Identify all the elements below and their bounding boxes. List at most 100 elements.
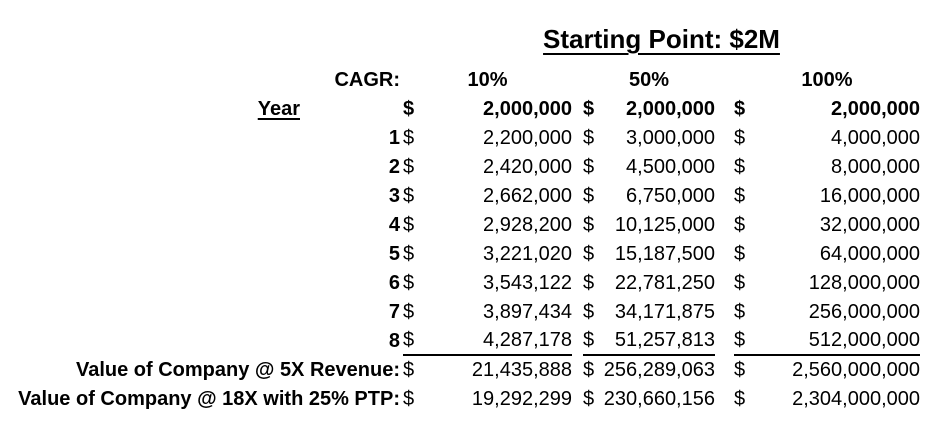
- dollar-sign: $: [583, 214, 595, 236]
- year-number: 2: [388, 156, 400, 178]
- dollar-sign: $: [583, 156, 595, 178]
- cell-y3-cagr50: $6,750,000: [583, 182, 715, 211]
- cell-18x-cagr100: $2,304,000,000: [734, 385, 920, 414]
- dollar-sign: $: [583, 272, 595, 294]
- amount: 4,500,000: [626, 156, 715, 178]
- cell-y8-cagr10: $4,287,178: [403, 327, 572, 356]
- cell-y5-cagr100: $64,000,000: [734, 240, 920, 269]
- dollar-sign: $: [734, 214, 746, 236]
- amount: 51,257,813: [614, 329, 715, 351]
- page-title: Starting Point: $2M: [543, 24, 780, 54]
- amount: 256,000,000: [808, 301, 920, 323]
- year-row-5: 5 $3,221,020 $15,187,500 $64,000,000: [0, 240, 931, 269]
- amount: 22,781,250: [614, 272, 715, 294]
- dollar-sign: $: [403, 156, 415, 178]
- amount: 2,560,000,000: [792, 359, 920, 381]
- cell-y6-cagr100: $128,000,000: [734, 269, 920, 298]
- cell-y7-cagr100: $256,000,000: [734, 298, 920, 327]
- dollar-sign: $: [403, 301, 415, 323]
- cell-18x-cagr50: $230,660,156: [583, 385, 715, 414]
- amount: 2,200,000: [483, 127, 572, 149]
- cell-y5-cagr50: $15,187,500: [583, 240, 715, 269]
- summary-row-18x: Value of Company @ 18X with 25% PTP: $19…: [0, 385, 931, 414]
- dollar-sign: $: [734, 272, 746, 294]
- dollar-sign: $: [403, 329, 415, 351]
- cagr-100-header: 100%: [801, 69, 853, 91]
- dollar-sign: $: [734, 301, 746, 323]
- cell-y3-cagr100: $16,000,000: [734, 182, 920, 211]
- cagr-label: CAGR:: [334, 69, 400, 91]
- amount: 2,420,000: [483, 156, 572, 178]
- amount: 2,662,000: [483, 185, 572, 207]
- dollar-sign: $: [734, 156, 746, 178]
- amount: 10,125,000: [614, 214, 715, 236]
- dollar-sign: $: [583, 98, 595, 120]
- cell-y6-cagr50: $22,781,250: [583, 269, 715, 298]
- year-header-cell: Year: [0, 95, 400, 124]
- cell-y1-cagr50: $3,000,000: [583, 124, 715, 153]
- dollar-sign: $: [583, 388, 595, 410]
- start-cell-cagr50: $2,000,000: [583, 95, 715, 124]
- cell-y4-cagr50: $10,125,000: [583, 211, 715, 240]
- year-number: 5: [388, 243, 400, 265]
- cell-y7-cagr50: $34,171,875: [583, 298, 715, 327]
- summary-row-5x: Value of Company @ 5X Revenue: $21,435,8…: [0, 356, 931, 385]
- amount: 15,187,500: [614, 243, 715, 265]
- amount: 4,287,178: [483, 329, 572, 351]
- amount: 2,000,000: [831, 98, 920, 120]
- year-row-4: 4 $2,928,200 $10,125,000 $32,000,000: [0, 211, 931, 240]
- year-number: 4: [388, 214, 400, 236]
- amount: 21,435,888: [471, 359, 572, 381]
- cagr-10-header: 10%: [467, 69, 508, 91]
- amount: 16,000,000: [819, 185, 920, 207]
- cell-5x-cagr50: $256,289,063: [583, 356, 715, 385]
- amount: 256,289,063: [603, 359, 715, 381]
- dollar-sign: $: [583, 359, 595, 381]
- cell-18x-cagr10: $19,292,299: [403, 385, 572, 414]
- amount: 2,000,000: [626, 98, 715, 120]
- dollar-sign: $: [734, 185, 746, 207]
- dollar-sign: $: [583, 301, 595, 323]
- amount: 3,000,000: [626, 127, 715, 149]
- cell-5x-cagr10: $21,435,888: [403, 356, 572, 385]
- cell-y1-cagr10: $2,200,000: [403, 124, 572, 153]
- year-row-3: 3 $2,662,000 $6,750,000 $16,000,000: [0, 182, 931, 211]
- year-row-2: 2 $2,420,000 $4,500,000 $8,000,000: [0, 153, 931, 182]
- year-number: 8: [388, 330, 400, 352]
- dollar-sign: $: [403, 359, 415, 381]
- amount: 128,000,000: [808, 272, 920, 294]
- cell-y4-cagr10: $2,928,200: [403, 211, 572, 240]
- dollar-sign: $: [583, 127, 595, 149]
- year-row-6: 6 $3,543,122 $22,781,250 $128,000,000: [0, 269, 931, 298]
- amount: 6,750,000: [626, 185, 715, 207]
- start-cell-cagr10: $2,000,000: [403, 95, 572, 124]
- cell-y5-cagr10: $3,221,020: [403, 240, 572, 269]
- amount: 32,000,000: [819, 214, 920, 236]
- summary-label-18x: Value of Company @ 18X with 25% PTP:: [18, 388, 400, 410]
- cell-y1-cagr100: $4,000,000: [734, 124, 920, 153]
- year-number: 6: [388, 272, 400, 294]
- amount: 3,897,434: [483, 301, 572, 323]
- cell-y2-cagr50: $4,500,000: [583, 153, 715, 182]
- start-row: Year $2,000,000 $2,000,000 $2,000,000: [0, 95, 931, 124]
- year-row-8: 8 $4,287,178 $51,257,813 $512,000,000: [0, 327, 931, 356]
- cagr-header-row: CAGR: 10% 50% 100%: [0, 66, 931, 95]
- year-number: 1: [388, 127, 400, 149]
- dollar-sign: $: [583, 329, 595, 351]
- dollar-sign: $: [403, 98, 415, 120]
- dollar-sign: $: [403, 214, 415, 236]
- dollar-sign: $: [583, 243, 595, 265]
- dollar-sign: $: [583, 185, 595, 207]
- cell-y8-cagr100: $512,000,000: [734, 327, 920, 356]
- amount: 2,304,000,000: [792, 388, 920, 410]
- dollar-sign: $: [734, 243, 746, 265]
- dollar-sign: $: [734, 388, 746, 410]
- cell-5x-cagr100: $2,560,000,000: [734, 356, 920, 385]
- amount: 2,000,000: [483, 98, 572, 120]
- dollar-sign: $: [734, 98, 746, 120]
- cell-y8-cagr50: $51,257,813: [583, 327, 715, 356]
- dollar-sign: $: [734, 359, 746, 381]
- amount: 4,000,000: [831, 127, 920, 149]
- amount: 19,292,299: [471, 388, 572, 410]
